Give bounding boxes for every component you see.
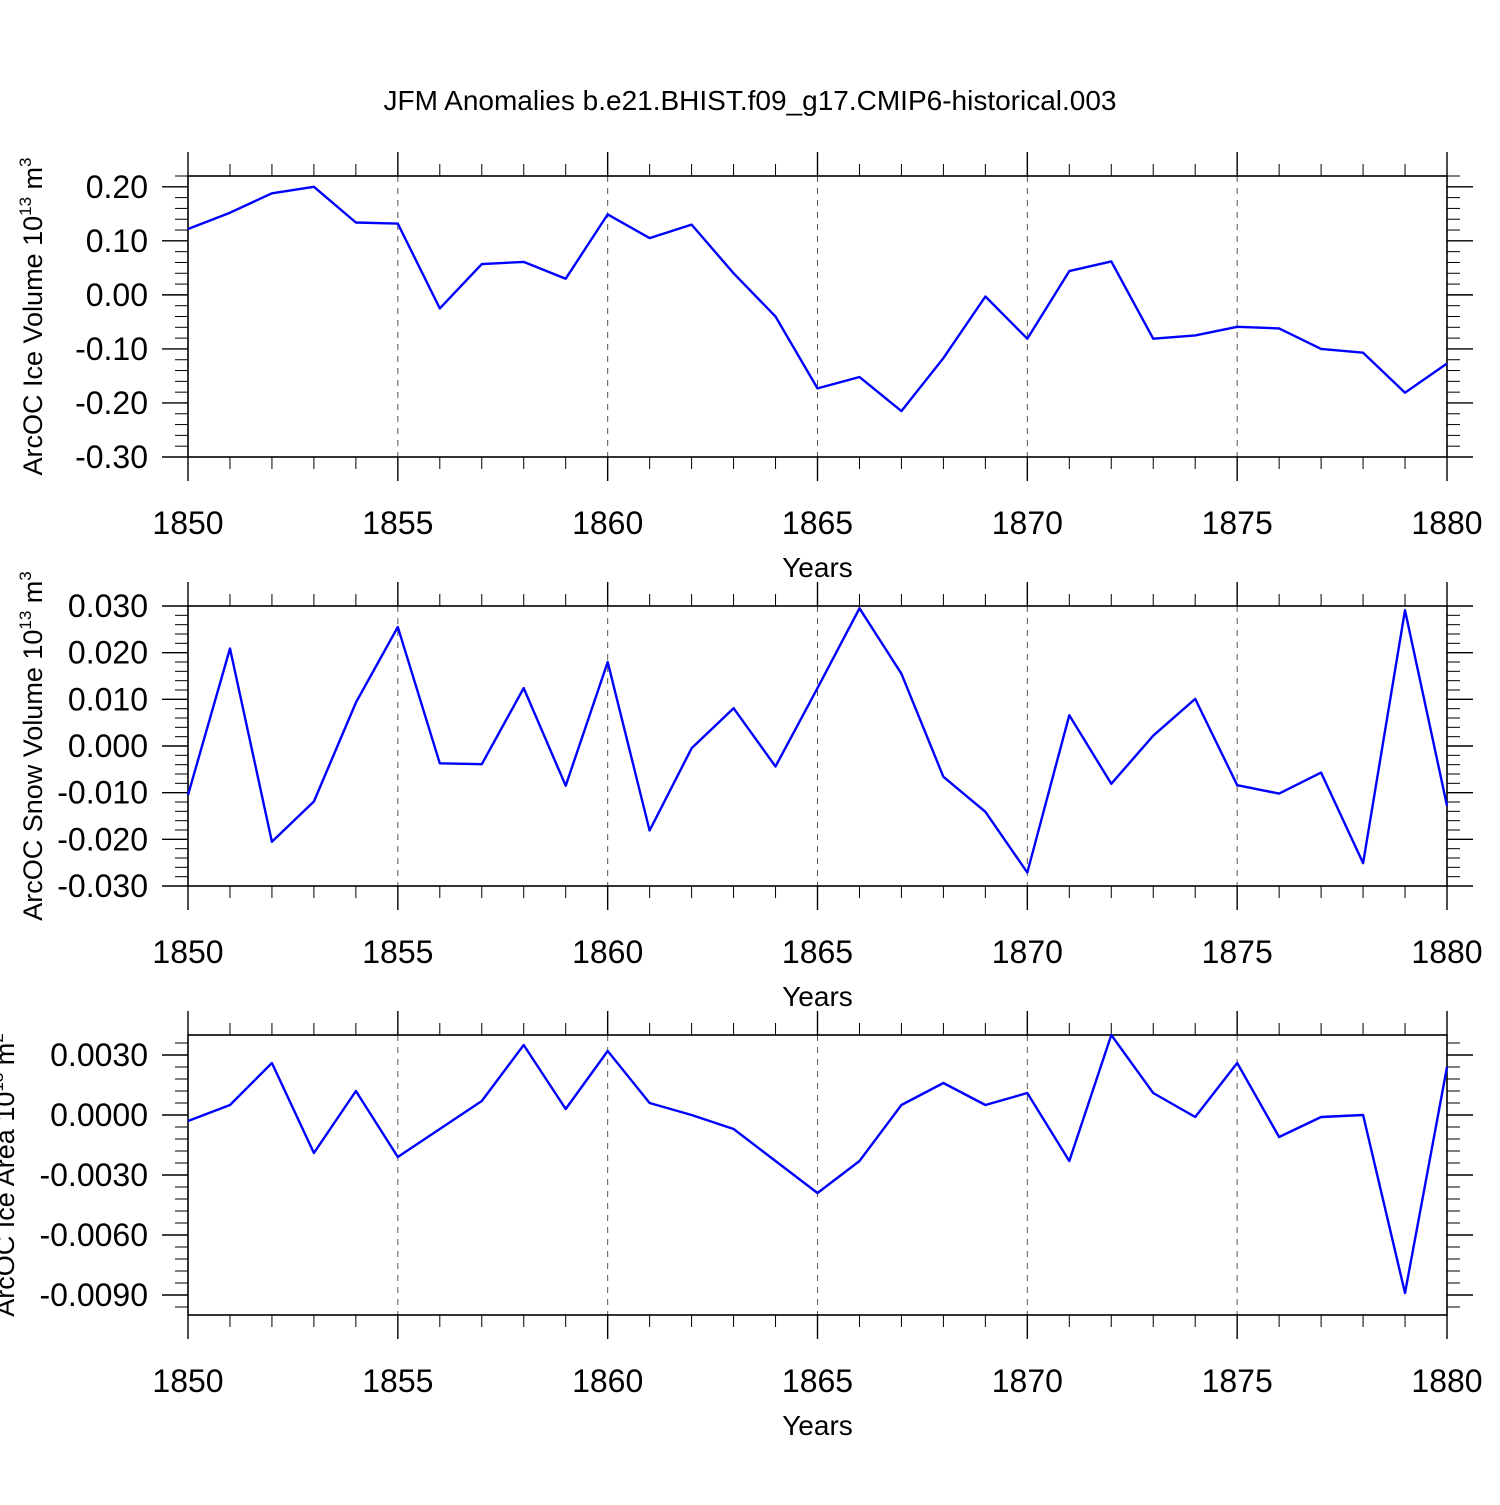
y-tick-label: -0.020: [57, 821, 148, 857]
x-tick-label: 1860: [572, 505, 643, 541]
y-axis-title-unit: m: [18, 581, 48, 611]
x-tick-label: 1865: [782, 505, 853, 541]
y-tick-label: 0.020: [68, 635, 148, 671]
chart-panel-2: 0.0300.0200.0100.000-0.010-0.020-0.03018…: [16, 571, 1483, 1012]
y-tick-label: 0.0000: [50, 1097, 148, 1133]
x-tick-label: 1855: [362, 505, 433, 541]
x-tick-label: 1850: [152, 505, 223, 541]
y-tick-label: -0.010: [57, 775, 148, 811]
y-axis-title-unit-exponent: 3: [16, 157, 35, 166]
y-tick-label: -0.0030: [39, 1157, 148, 1193]
y-axis-title: ArcOC Snow Volume 1013 m3: [16, 571, 48, 921]
y-tick-label: 0.20: [86, 169, 148, 205]
y-tick-label: 0.010: [68, 681, 148, 717]
x-tick-label: 1860: [572, 934, 643, 970]
x-tick-label: 1870: [992, 1363, 1063, 1399]
x-tick-label: 1875: [1202, 1363, 1273, 1399]
y-axis-title: ArcOC Ice Volume 1013 m3: [16, 157, 48, 475]
y-tick-label: 0.10: [86, 223, 148, 259]
y-axis-title: ArcOC Ice Area 1013 m2: [0, 1033, 20, 1317]
y-tick-label: 0.030: [68, 588, 148, 624]
y-axis-title-unit-exponent: 3: [16, 571, 35, 580]
x-tick-label: 1880: [1411, 1363, 1482, 1399]
y-tick-label: -0.20: [75, 385, 148, 421]
y-tick-label: -0.0090: [39, 1277, 148, 1313]
x-tick-label: 1870: [992, 505, 1063, 541]
x-tick-label: 1855: [362, 934, 433, 970]
y-tick-label: -0.30: [75, 439, 148, 475]
y-axis-title-exponent: 13: [16, 197, 35, 216]
y-tick-label: -0.10: [75, 331, 148, 367]
x-tick-label: 1850: [152, 1363, 223, 1399]
plot-frame: [187, 175, 1448, 458]
x-tick-label: 1855: [362, 1363, 433, 1399]
y-tick-label: 0.0030: [50, 1037, 148, 1073]
series-line: [187, 1033, 1449, 1295]
x-axis-title: Years: [782, 981, 853, 1012]
y-tick-label: 0.000: [68, 728, 148, 764]
x-tick-label: 1860: [572, 1363, 643, 1399]
x-tick-label: 1850: [152, 934, 223, 970]
chart-panel-3: 0.0030 0.0000 -0.0030 -0.0060 -0.0090 1850 185…: [0, 1011, 1483, 1441]
y-tick-label: 0.00: [86, 277, 148, 313]
series-line: [186, 607, 1449, 874]
x-tick-label: 1865: [782, 934, 853, 970]
figure-title: JFM Anomalies b.e21.BHIST.f09_g17.CMIP6-…: [383, 85, 1116, 116]
y-axis-title-unit: m: [18, 167, 48, 197]
y-axis-title-text: ArcOC Ice Area 10: [0, 1092, 20, 1317]
y-axis-title-exponent: 13: [16, 611, 35, 630]
x-axis-title: Years: [782, 552, 853, 583]
x-tick-label: 1870: [992, 934, 1063, 970]
y-axis-title-text: ArcOC Ice Volume 10: [18, 216, 48, 476]
x-tick-label: 1875: [1202, 505, 1273, 541]
y-tick-label: -0.030: [57, 868, 148, 904]
y-axis-title-unit: m: [0, 1043, 20, 1073]
y-axis-title-unit-exponent: 2: [0, 1033, 7, 1042]
y-tick-label: -0.0060: [39, 1217, 148, 1253]
x-tick-label: 1880: [1411, 934, 1482, 970]
x-tick-label: 1865: [782, 1363, 853, 1399]
x-axis-title: Years: [782, 1410, 853, 1441]
x-tick-label: 1875: [1202, 934, 1273, 970]
y-axis-title-text: ArcOC Snow Volume 10: [18, 630, 48, 921]
x-tick-label: 1880: [1411, 505, 1482, 541]
series-line: [187, 185, 1448, 413]
y-axis-title-exponent: 13: [0, 1073, 7, 1092]
